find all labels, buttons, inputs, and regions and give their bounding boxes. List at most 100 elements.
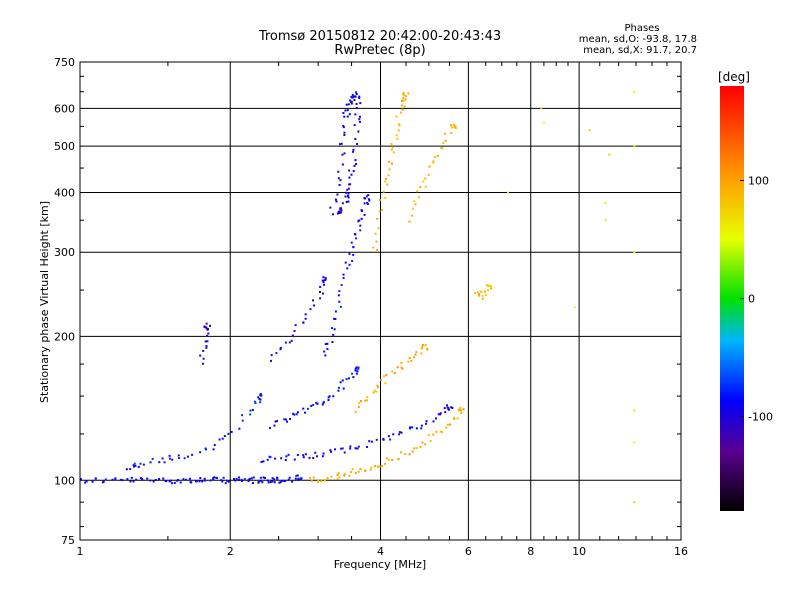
data-point [352,253,355,256]
data-point [238,427,241,430]
data-point [349,183,352,186]
data-point [207,332,210,335]
data-point [444,139,447,142]
data-point [338,476,341,479]
data-point [604,202,607,205]
data-point [322,279,325,282]
data-point [419,186,422,189]
data-point [449,423,452,426]
data-point [199,477,202,480]
data-point [315,401,318,404]
data-point [333,328,336,331]
data-point [146,477,149,480]
data-point [349,99,352,102]
data-point [384,196,387,199]
data-point [165,480,168,483]
data-point [241,414,244,417]
data-point [258,397,261,400]
data-point [205,326,208,329]
data-point [377,227,380,230]
data-point [209,479,212,482]
data-point [358,118,361,121]
data-point [302,456,305,459]
data-point [369,468,372,471]
data-point [375,248,378,251]
data-point [343,131,346,134]
data-point [269,456,272,459]
data-point [202,357,205,360]
data-point [414,203,417,206]
data-point [359,224,362,227]
data-point [373,389,376,392]
data-point [384,382,387,385]
data-point [324,278,327,281]
data-point [322,401,325,404]
data-point [380,378,383,381]
data-point [293,458,296,461]
data-point [372,246,375,249]
data-point [347,192,350,195]
data-point [260,394,263,397]
data-point [419,445,422,448]
data-point [215,477,218,480]
data-point [420,347,423,350]
data-point [364,399,367,402]
data-point [346,188,349,191]
data-point [354,410,357,413]
data-point [338,210,341,213]
data-point [334,448,337,451]
data-point [235,477,238,480]
data-point [407,360,410,363]
data-point [364,469,367,472]
data-point [224,482,227,485]
data-point [347,377,350,380]
data-point [338,211,341,214]
data-point [169,479,172,482]
data-point [354,95,357,98]
data-point [339,381,342,384]
data-point [212,448,215,451]
data-point [402,96,405,99]
data-point [287,478,290,481]
data-point [302,321,305,324]
data-point [333,317,336,320]
data-point [355,102,358,105]
data-point [342,277,345,280]
data-point [206,340,209,343]
data-point [132,465,135,468]
data-point [338,290,341,293]
data-point [341,153,344,156]
data-point [196,480,199,483]
data-point [304,317,307,320]
data-point [359,229,362,232]
data-point [376,465,379,468]
data-point [271,480,274,483]
data-point [391,370,394,373]
data-point [275,420,278,423]
data-point [84,481,87,484]
data-point [337,294,340,297]
data-point [302,454,305,457]
data-point [284,480,287,483]
data-point [343,115,346,118]
data-point [446,423,449,426]
data-point [154,478,157,481]
data-point [397,458,400,461]
data-point [358,120,361,123]
data-point [387,160,390,163]
data-point [354,159,357,162]
data-point [203,325,206,328]
data-point [484,294,487,297]
data-point [312,299,315,302]
data-point [421,345,424,348]
data-point [279,481,282,484]
data-point [337,386,340,389]
data-point [223,435,226,438]
data-point [385,177,388,180]
data-point [259,476,262,479]
data-point [382,375,385,378]
data-point [257,481,260,484]
data-point [451,406,454,409]
data-point [284,459,287,462]
data-point [633,251,636,254]
